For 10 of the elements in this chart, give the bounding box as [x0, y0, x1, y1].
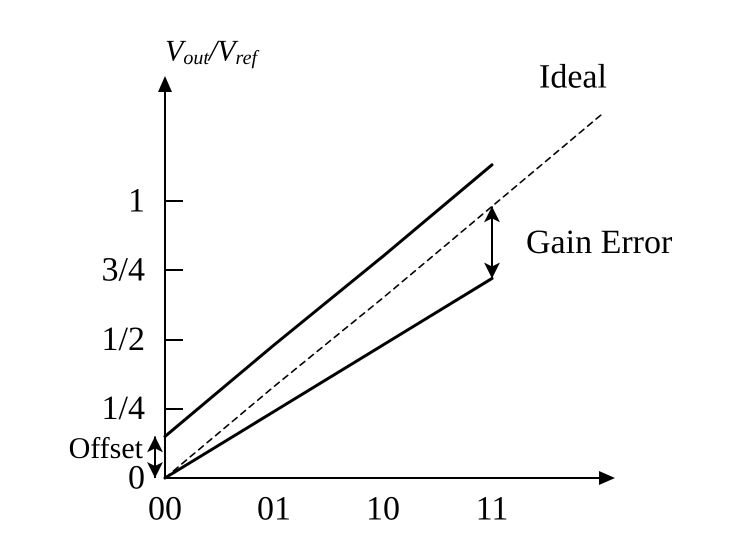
x-tick-label: 11: [476, 490, 508, 528]
x-tick-label: 00: [148, 490, 182, 528]
y-tick-label: 1: [128, 182, 145, 220]
x-tick-label: 01: [257, 490, 291, 528]
series-label: Ideal: [539, 58, 607, 96]
y-tick-label: 3/4: [102, 252, 145, 289]
y-tick-label: 1/4: [102, 390, 145, 428]
annotation: Gain Error: [526, 224, 674, 261]
y-tick-label: 1/2: [102, 320, 145, 358]
x-tick-label: 10: [366, 490, 400, 528]
